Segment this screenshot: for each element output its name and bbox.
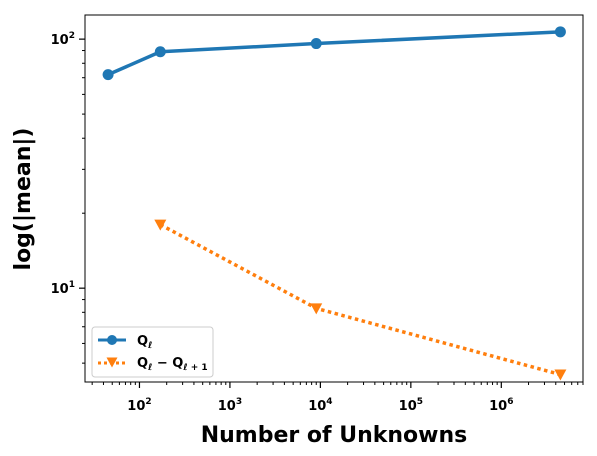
- legend-marker-diff: [106, 357, 118, 368]
- series-2-point: [310, 303, 323, 315]
- y-tick-label: 102: [51, 31, 75, 48]
- series-1-point: [102, 69, 114, 81]
- series-1-point: [310, 38, 322, 50]
- y-axis-title: log(|mean|): [11, 128, 36, 271]
- series-2-point: [554, 369, 567, 381]
- x-tick-label: 104: [308, 397, 332, 414]
- x-tick-label: 103: [218, 397, 242, 414]
- legend-marker-q: [107, 335, 117, 345]
- legend-label-diff: Qℓ − Qℓ + 1: [137, 356, 208, 373]
- x-tick-label: 106: [489, 397, 513, 414]
- x-tick-label: 102: [127, 397, 151, 414]
- ticks-layer: 102 103 104 105 106 101 102: [51, 31, 584, 414]
- x-tick-label: 105: [399, 397, 423, 414]
- series-2-point: [154, 219, 167, 231]
- plot-area: [84, 14, 584, 383]
- legend-label-q: Qℓ: [137, 334, 152, 351]
- series-line-1: [107, 30, 561, 77]
- x-axis-title: Number of Unknowns: [201, 423, 468, 448]
- series-1-point: [154, 46, 166, 58]
- series-layer: [102, 26, 567, 381]
- y-tick-label: 101: [51, 280, 75, 297]
- legend: Qℓ Qℓ − Qℓ + 1: [91, 326, 214, 378]
- series-1-point: [554, 26, 566, 38]
